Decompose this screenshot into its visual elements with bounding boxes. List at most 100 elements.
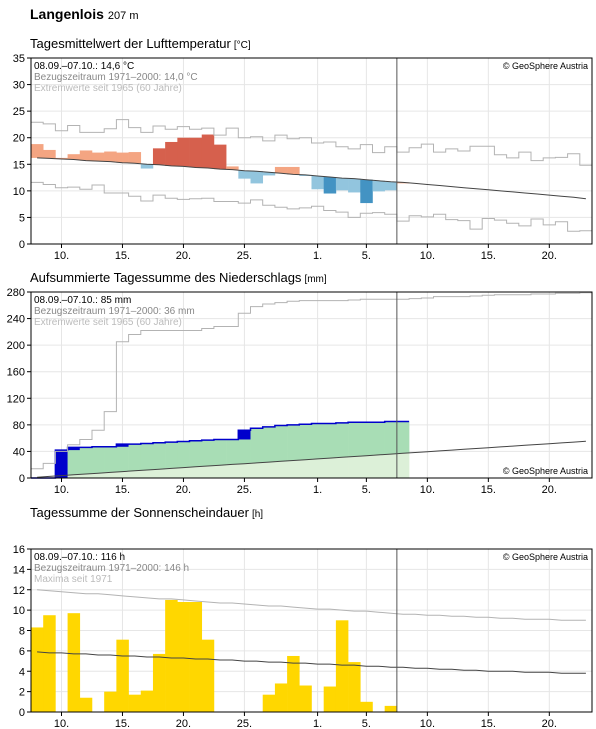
x-tick-label: 10.	[54, 484, 69, 496]
precip-above-normal-area	[262, 426, 276, 463]
y-tick-label: 10	[13, 186, 25, 198]
precip-normal-area	[372, 454, 385, 478]
copyright-label: © GeoSphere Austria	[503, 552, 588, 562]
sunshine-bar	[152, 653, 166, 712]
sunshine-bar	[274, 683, 288, 712]
x-tick-label: 10.	[54, 718, 69, 729]
extreme-max-line	[31, 119, 592, 166]
precip-above-normal-area	[213, 439, 227, 466]
sunshine-title: Tagessumme der Sonnenscheindauer [h]	[30, 505, 263, 520]
extreme-min-line	[31, 181, 592, 232]
precip-above-normal-area	[165, 442, 178, 469]
temperature-anomaly-bar	[335, 178, 349, 191]
precip-above-normal-area	[116, 444, 129, 472]
precip-above-normal-area	[384, 421, 398, 455]
temperature-anomaly-bar	[213, 144, 227, 170]
sunshine-bar	[116, 639, 129, 712]
sunshine-bar	[104, 691, 117, 712]
sunshine-bar	[140, 690, 154, 712]
precip-above-normal-area	[226, 439, 239, 465]
sunshine-bar	[31, 627, 44, 712]
precip-normal-area	[299, 459, 312, 478]
cumulative-precip-line	[31, 420, 410, 479]
precip-normal-area	[287, 460, 300, 478]
y-tick-label: 160	[7, 367, 25, 379]
temperature-panel: 0 5 10 15 20 25 30 35 10. 15. 20. 25. 1. 5. 10. 15. 20. 0…	[13, 53, 593, 262]
x-tick-label: 15.	[481, 484, 496, 496]
precip-above-normal-area	[372, 422, 385, 455]
precip-above-normal-area	[360, 422, 373, 456]
precip-above-normal-area	[79, 447, 93, 475]
temperature-anomaly-bar	[287, 166, 300, 175]
x-tick-label: 25.	[237, 250, 252, 262]
sunshine-bar	[128, 694, 142, 712]
y-tick-label: 30	[13, 80, 25, 92]
precip-normal-area	[189, 466, 203, 478]
x-tick-label: 15.	[115, 484, 130, 496]
precipitation-title-text: Aufsummierte Tagessumme des Niederschlag…	[30, 270, 302, 285]
y-tick-label: 2	[19, 687, 25, 699]
temperature-anomaly-bar	[226, 166, 239, 170]
x-tick-label: 5.	[362, 718, 371, 729]
y-tick-label: 280	[7, 287, 25, 299]
daily-precip-bar	[55, 450, 68, 478]
precip-above-normal-area	[177, 441, 190, 468]
temperature-anomaly-bar	[116, 152, 129, 163]
x-tick-label: 15.	[115, 250, 130, 262]
temperature-anomaly-bar	[360, 179, 373, 204]
x-tick-label: 25.	[237, 718, 252, 729]
sunshine-bar	[43, 615, 56, 712]
precip-normal-area	[128, 470, 142, 478]
precip-normal-area	[116, 471, 129, 478]
temperature-anomaly-bar	[201, 134, 215, 169]
sunshine-bar	[201, 639, 215, 712]
daily-precip-bar	[67, 447, 81, 451]
temperature-anomaly-bar	[250, 171, 264, 184]
x-tick-label: 20.	[176, 250, 191, 262]
temperature-anomaly-bar	[177, 137, 190, 167]
y-tick-label: 25	[13, 106, 25, 118]
station-heading: Langenlois 207 m	[30, 6, 138, 22]
y-tick-label: 120	[7, 393, 25, 405]
temperature-anomaly-bar	[91, 152, 105, 162]
daily-precip-bar	[116, 444, 129, 447]
precip-above-normal-area	[152, 442, 166, 470]
y-tick-label: 15	[13, 159, 25, 171]
temperature-anomaly-bar	[299, 174, 312, 176]
precip-above-normal-area	[274, 425, 288, 462]
temperature-anomaly-bar	[262, 172, 276, 176]
sunshine-bar	[67, 613, 81, 712]
x-tick-label: 5.	[362, 484, 371, 496]
temperature-anomaly-bar	[238, 170, 251, 179]
precip-above-normal-area	[140, 443, 154, 471]
temperature-anomaly-bar	[140, 164, 154, 169]
info-line: Bezugszeitraum 1971–2000: 14,0 °C	[34, 72, 198, 83]
precip-normal-area	[384, 454, 398, 478]
precipitation-unit: [mm]	[304, 274, 327, 285]
precip-normal-area	[165, 468, 178, 478]
sunshine-bar	[262, 694, 276, 712]
x-tick-label: 15.	[481, 250, 496, 262]
info-line: Extremwerte seit 1965 (60 Jahre)	[34, 317, 182, 328]
y-tick-label: 40	[13, 446, 25, 458]
precip-above-normal-area	[348, 422, 361, 457]
sunshine-panel: 0 2 4 6 8 10 12 14 16 10. 15. 20. 25. 1. 5. 10. 15. 20. 08…	[13, 544, 593, 729]
copyright-label: © GeoSphere Austria	[503, 61, 588, 71]
extreme-max-line	[31, 292, 592, 470]
precip-above-normal-area	[323, 423, 337, 459]
x-tick-label: 15.	[115, 718, 130, 729]
precip-normal-area	[396, 453, 410, 478]
precip-above-normal-area	[91, 446, 105, 474]
precip-normal-area	[67, 474, 81, 478]
precip-normal-area	[360, 455, 373, 478]
sunshine-bar	[384, 705, 398, 712]
copyright-label: © GeoSphere Austria	[503, 466, 588, 476]
y-tick-label: 0	[19, 473, 25, 485]
temperature-anomaly-bar	[152, 148, 166, 165]
sunshine-bar	[299, 685, 312, 712]
precip-above-normal-area	[201, 440, 215, 467]
precip-normal-area	[226, 464, 239, 478]
daily-precip-bar	[238, 430, 251, 440]
temperature-anomaly-bar	[323, 177, 337, 194]
